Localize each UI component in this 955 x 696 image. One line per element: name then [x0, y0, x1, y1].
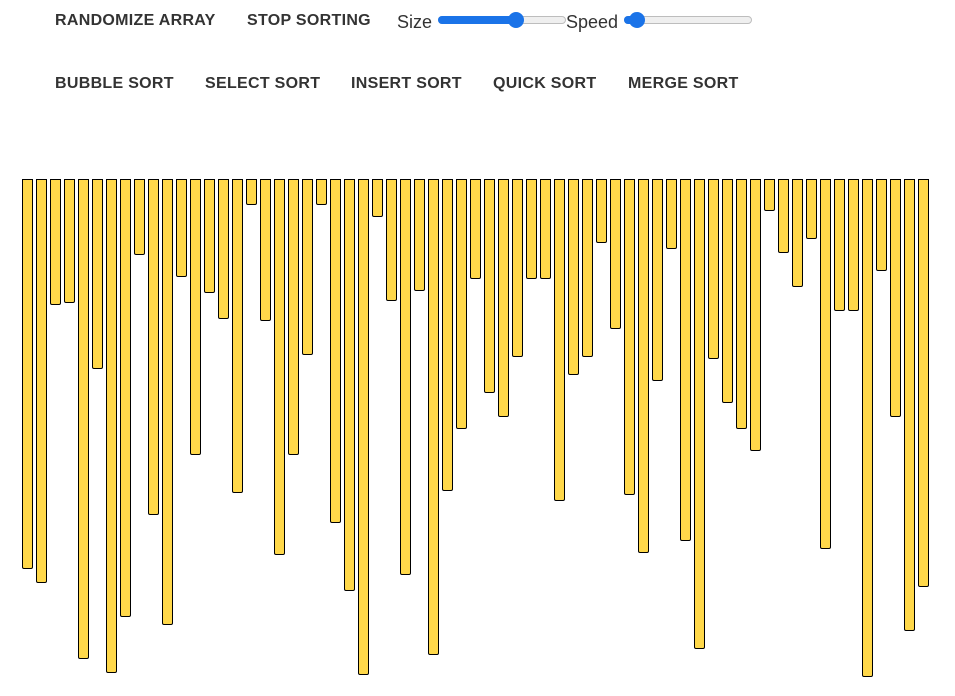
- array-bar: [22, 179, 33, 569]
- array-bar: [610, 179, 621, 329]
- randomize-array-button[interactable]: RANDOMIZE ARRAY: [55, 12, 216, 29]
- array-bar: [554, 179, 565, 501]
- array-bar: [470, 179, 481, 279]
- toolbar: RANDOMIZE ARRAY STOP SORTING Size Speed …: [0, 0, 955, 130]
- array-bar: [190, 179, 201, 455]
- array-bar: [400, 179, 411, 575]
- bubble-sort-button[interactable]: BUBBLE SORT: [55, 75, 174, 92]
- stop-sorting-button[interactable]: STOP SORTING: [247, 12, 371, 29]
- array-bar: [428, 179, 439, 655]
- array-bar: [372, 179, 383, 217]
- array-bar: [680, 179, 691, 541]
- array-bar: [92, 179, 103, 369]
- array-bar: [456, 179, 467, 429]
- array-bar: [106, 179, 117, 673]
- array-bar: [344, 179, 355, 591]
- array-bar: [540, 179, 551, 279]
- array-bar: [638, 179, 649, 553]
- array-bar: [274, 179, 285, 555]
- array-bar: [358, 179, 369, 675]
- size-slider[interactable]: [438, 12, 566, 28]
- array-bar: [624, 179, 635, 495]
- array-bar: [386, 179, 397, 301]
- speed-label: Speed: [566, 12, 619, 32]
- array-bar: [666, 179, 677, 249]
- array-bar: [694, 179, 705, 649]
- array-bar: [204, 179, 215, 293]
- array-bar: [148, 179, 159, 515]
- quick-sort-button[interactable]: QUICK SORT: [493, 75, 597, 92]
- array-bar: [834, 179, 845, 311]
- size-slider-fill: [438, 16, 517, 24]
- size-slider-thumb[interactable]: [508, 12, 525, 28]
- array-bar: [330, 179, 341, 523]
- array-bar: [78, 179, 89, 659]
- array-bar: [512, 179, 523, 357]
- array-bar: [708, 179, 719, 359]
- array-bar: [582, 179, 593, 357]
- array-bar: [890, 179, 901, 417]
- array-bar: [848, 179, 859, 311]
- array-bar: [736, 179, 747, 429]
- array-bar: [50, 179, 61, 305]
- array-bar: [442, 179, 453, 491]
- array-bar: [918, 179, 929, 587]
- array-bar: [722, 179, 733, 403]
- array-bar: [120, 179, 131, 617]
- array-bar: [176, 179, 187, 277]
- array-bar: [820, 179, 831, 549]
- insert-sort-button[interactable]: INSERT SORT: [351, 75, 462, 92]
- array-bar: [288, 179, 299, 455]
- array-bar: [484, 179, 495, 393]
- array-bar: [904, 179, 915, 631]
- array-bar: [134, 179, 145, 255]
- merge-sort-button[interactable]: MERGE SORT: [628, 75, 739, 92]
- array-bar: [652, 179, 663, 381]
- array-bars: [22, 179, 932, 679]
- array-bar: [568, 179, 579, 375]
- array-bar: [750, 179, 761, 451]
- array-bar: [778, 179, 789, 253]
- array-bar: [36, 179, 47, 583]
- array-bar: [218, 179, 229, 319]
- select-sort-button[interactable]: SELECT SORT: [205, 75, 321, 92]
- array-bar: [596, 179, 607, 243]
- size-label: Size: [397, 12, 433, 32]
- array-bar: [498, 179, 509, 417]
- speed-slider-thumb[interactable]: [628, 12, 645, 28]
- array-bar: [162, 179, 173, 625]
- speed-slider[interactable]: [624, 12, 752, 28]
- array-bar: [526, 179, 537, 279]
- array-bar: [806, 179, 817, 239]
- array-bar: [876, 179, 887, 271]
- array-bar: [792, 179, 803, 287]
- array-bar: [862, 179, 873, 677]
- array-bar: [232, 179, 243, 493]
- array-bar: [414, 179, 425, 291]
- array-bar: [64, 179, 75, 303]
- array-bar: [246, 179, 257, 205]
- array-bar: [316, 179, 327, 205]
- array-bar: [764, 179, 775, 211]
- array-bar: [302, 179, 313, 355]
- array-bar: [260, 179, 271, 321]
